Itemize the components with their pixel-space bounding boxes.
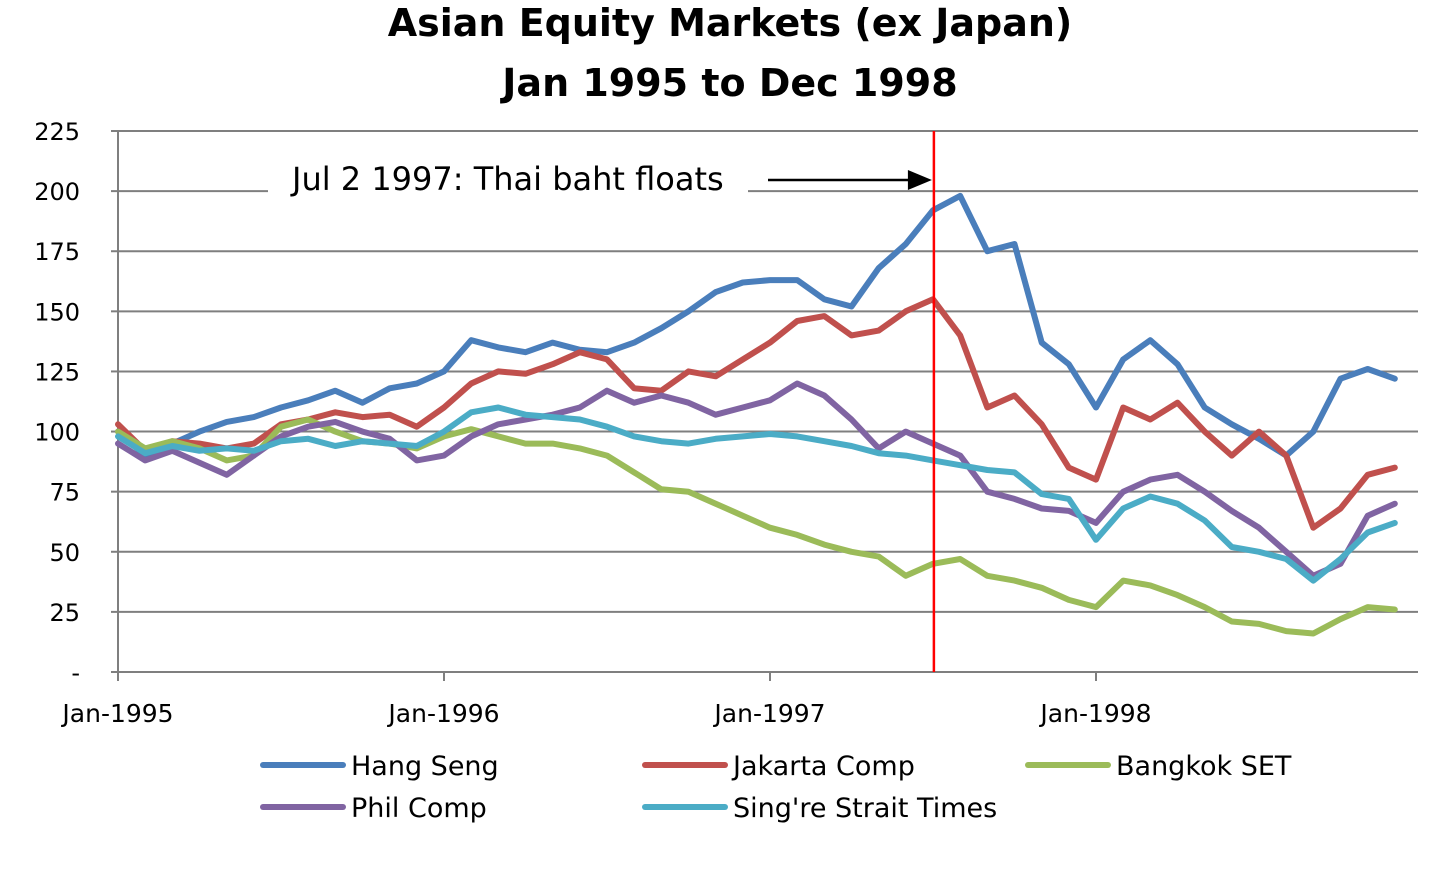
y-tick-label: 25 [49,599,80,627]
series-lines [115,192,1398,637]
axes: - 25 50 75 100 125 150 175 200 225 Jan-1995 Jan-199… [34,118,1418,728]
y-tick-label: - [71,659,80,687]
series-line-phil-comp [115,380,1398,579]
y-tick-label: 225 [34,118,80,146]
legend-label: Hang Seng [351,751,499,782]
annotation: Jul 2 1997: Thai baht floats [268,131,936,672]
y-tick-label: 100 [34,419,80,447]
chart-subtitle: Jan 1995 to Dec 1998 [499,61,957,105]
y-tick-label: 150 [34,298,80,326]
x-tick-label: Jan-1996 [386,699,499,728]
annotation-arrow-head [907,170,932,190]
legend-label: Phil Comp [351,793,487,824]
series-line-bangkok-set [115,416,1398,637]
x-tick-label: Jan-1995 [60,699,173,728]
y-tick-label: 175 [34,238,80,266]
annotation-text: Jul 2 1997: Thai baht floats [290,160,724,198]
y-tick-label: 125 [34,358,80,386]
series-line-hang-seng [115,192,1398,459]
annotation-background [268,150,748,205]
series-line-sing-re-strait-times [115,404,1398,584]
chart-title: Asian Equity Markets (ex Japan) [388,1,1073,45]
y-tick-label: 200 [34,178,80,206]
x-tick-label: Jan-1997 [712,699,825,728]
legend-label: Jakarta Comp [731,751,915,782]
legend: Hang Seng Jakarta Comp Bangkok SET Phil Com… [260,751,1292,824]
series-line-jakarta-comp [115,296,1398,531]
legend-label: Sing're Strait Times [733,793,997,824]
y-tick-label: 50 [49,539,80,567]
legend-label: Bangkok SET [1116,751,1292,782]
x-tick-label: Jan-1998 [1038,699,1151,728]
y-tick-label: 75 [49,479,80,507]
